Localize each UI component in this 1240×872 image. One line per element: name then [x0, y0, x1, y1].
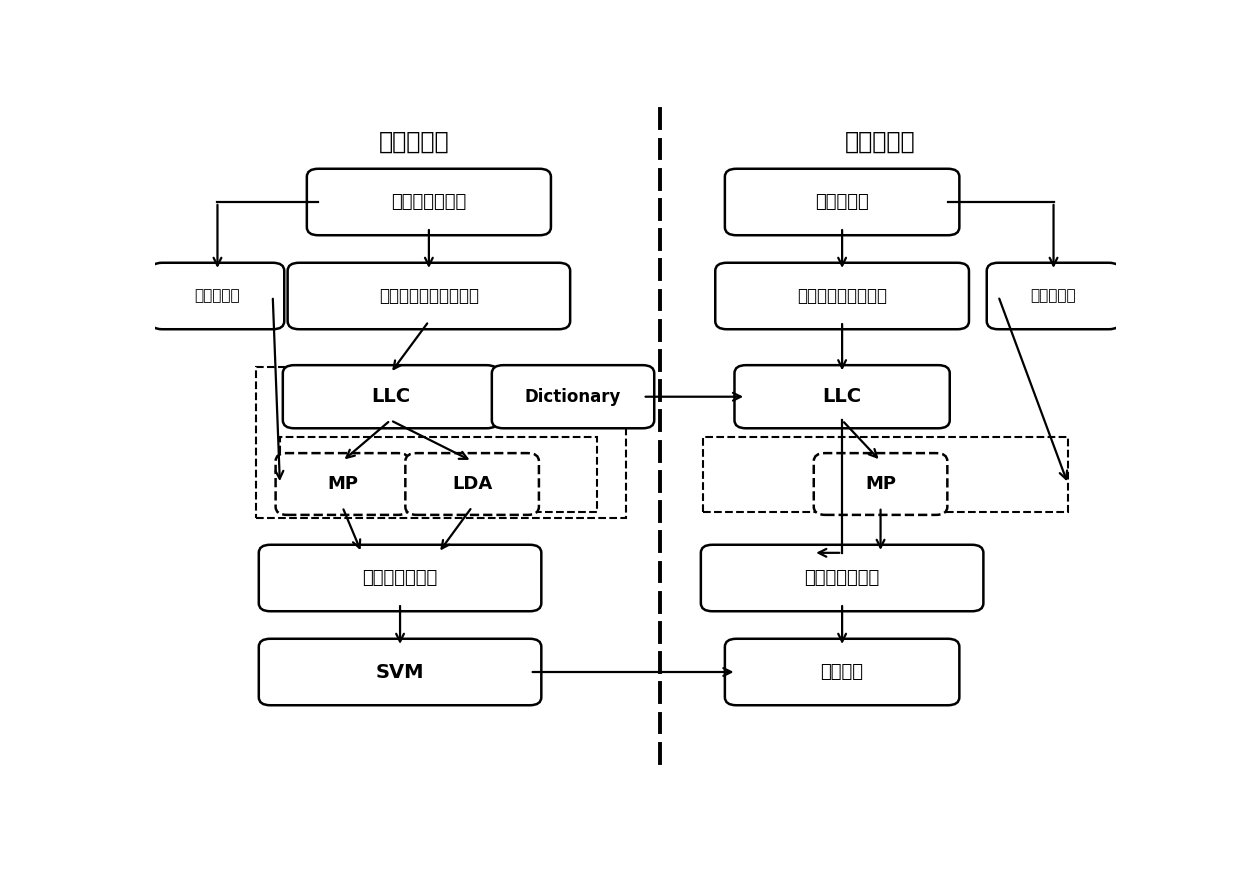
FancyBboxPatch shape: [701, 545, 983, 611]
Bar: [280, 437, 596, 512]
Text: 已标注训练点云: 已标注训练点云: [392, 193, 466, 211]
Text: MP: MP: [866, 475, 897, 493]
Bar: [255, 366, 626, 518]
Text: 多层次点集: 多层次点集: [195, 289, 241, 303]
FancyBboxPatch shape: [715, 262, 968, 330]
FancyBboxPatch shape: [813, 453, 947, 514]
FancyBboxPatch shape: [259, 639, 542, 705]
FancyBboxPatch shape: [405, 453, 539, 514]
FancyBboxPatch shape: [288, 262, 570, 330]
FancyBboxPatch shape: [987, 262, 1120, 330]
Text: 训练数据集: 训练数据集: [379, 130, 450, 153]
Text: 单点多尺度多层次特征: 单点多尺度多层次特征: [379, 287, 479, 305]
Text: 多层次聚类特征: 多层次聚类特征: [805, 569, 879, 587]
FancyBboxPatch shape: [306, 169, 551, 235]
FancyBboxPatch shape: [734, 365, 950, 428]
Text: LDA: LDA: [453, 475, 492, 493]
FancyBboxPatch shape: [492, 365, 655, 428]
Text: 多层次点集: 多层次点集: [1030, 289, 1076, 303]
FancyBboxPatch shape: [283, 365, 498, 428]
Text: 未标注点云: 未标注点云: [815, 193, 869, 211]
Text: 测试数据集: 测试数据集: [846, 130, 916, 153]
Bar: [703, 437, 1068, 512]
Text: LLC: LLC: [822, 387, 862, 406]
Text: Dictionary: Dictionary: [525, 388, 621, 405]
Text: 预测点云: 预测点云: [821, 663, 863, 681]
Text: 多层次聚类特征: 多层次聚类特征: [362, 569, 438, 587]
FancyBboxPatch shape: [725, 169, 960, 235]
Text: SVM: SVM: [376, 663, 424, 682]
Text: MP: MP: [327, 475, 358, 493]
Text: LLC: LLC: [371, 387, 410, 406]
FancyBboxPatch shape: [725, 639, 960, 705]
FancyBboxPatch shape: [151, 262, 284, 330]
FancyBboxPatch shape: [259, 545, 542, 611]
FancyBboxPatch shape: [275, 453, 409, 514]
Text: 单点尺度多层次特征: 单点尺度多层次特征: [797, 287, 887, 305]
